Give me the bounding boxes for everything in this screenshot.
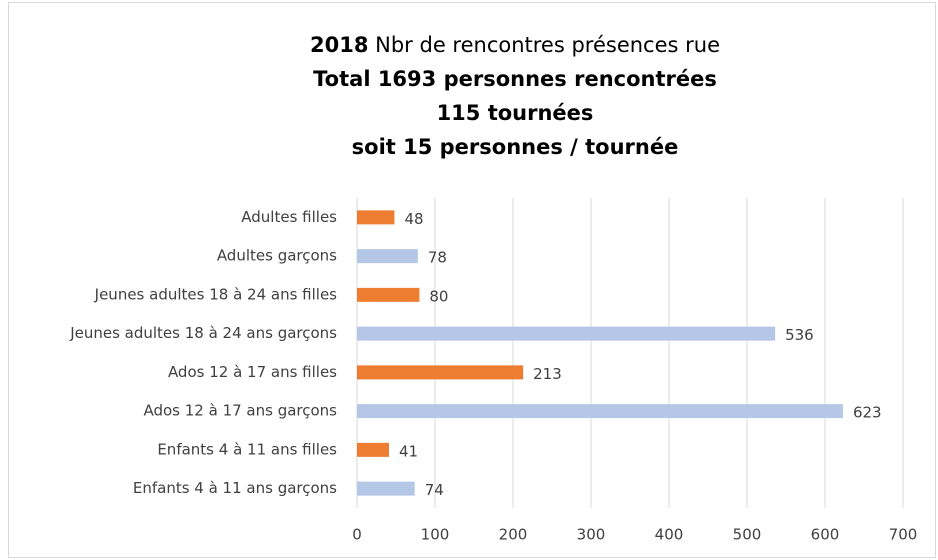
y-tick-label: Jeunes adultes 18 à 24 ans garçons [69,324,337,342]
value-label: 78 [428,249,447,267]
y-tick-label: Jeunes adultes 18 à 24 ans filles [94,285,338,303]
bar [357,326,776,341]
title-part: Total 1693 personnes rencontrées [313,67,717,91]
y-tick-label: Ados 12 à 17 ans garçons [143,402,337,420]
x-tick-label: 400 [655,526,684,544]
x-tick-label: 0 [352,526,362,544]
chart-border [8,2,936,558]
value-label: 536 [785,326,814,344]
value-label: 74 [425,481,444,499]
bar [357,404,843,419]
y-tick-label: Enfants 4 à 11 ans filles [157,440,337,458]
x-tick-label: 500 [733,526,762,544]
y-tick-label: Adultes filles [241,208,337,226]
chart-title: soit 15 personnes / tournée [352,135,679,159]
bar [357,442,389,457]
value-label: 80 [429,287,448,305]
bar [357,287,420,302]
chart-title: Total 1693 personnes rencontrées [313,67,717,91]
chart-title: 2018 Nbr de rencontres présences rue [310,33,720,57]
value-label: 623 [853,404,882,422]
x-tick-label: 300 [577,526,606,544]
value-label: 41 [399,442,418,460]
x-tick-label: 700 [889,526,918,544]
value-label: 213 [533,365,562,383]
y-tick-label: Enfants 4 à 11 ans garçons [133,479,337,497]
bar [357,481,415,496]
x-tick-label: 200 [499,526,528,544]
title-part: 2018 [310,33,368,57]
title-part: soit 15 personnes / tournée [352,135,679,159]
x-tick-label: 600 [811,526,840,544]
x-tick-label: 100 [421,526,450,544]
bar [357,249,418,264]
value-label: 48 [404,210,423,228]
bar [357,210,395,225]
bar [357,365,524,380]
title-part: 115 tournées [437,101,594,125]
y-tick-label: Ados 12 à 17 ans filles [168,363,337,381]
y-tick-label: Adultes garçons [217,247,337,265]
chart-title: 115 tournées [437,101,594,125]
title-part: Nbr de rencontres présences rue [375,33,720,57]
